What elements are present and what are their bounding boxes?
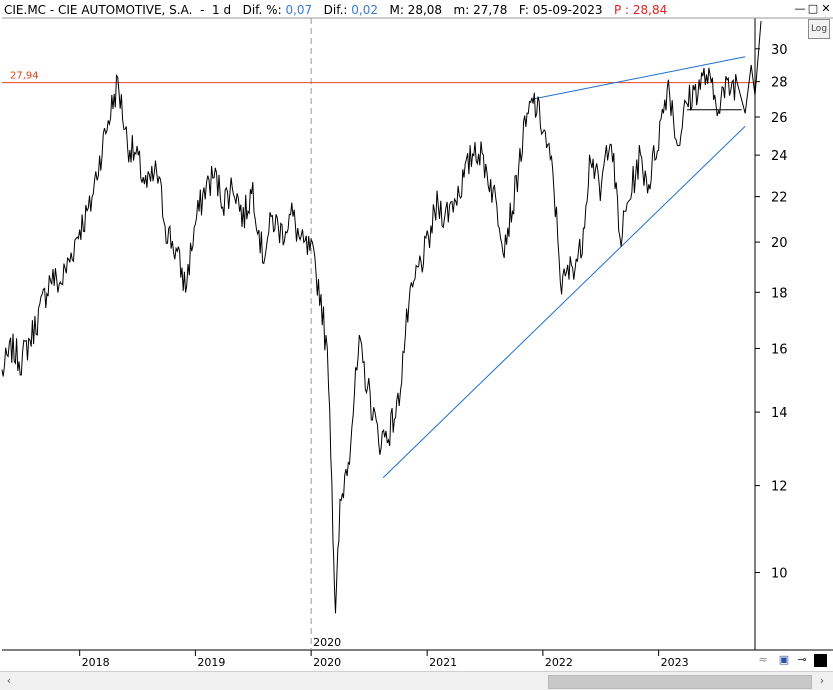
y-tick-label: 22 (771, 191, 788, 206)
chart-header: CIE.MC - CIE AUTOMOTIVE, S.A. - 1 d Dif.… (4, 3, 668, 17)
support-trendline (382, 125, 746, 479)
y-tick-label: 18 (771, 286, 788, 301)
scroll-thumb[interactable] (548, 675, 812, 689)
date-label: F: 05-09-2023 (518, 3, 603, 17)
year-separator-label: 2020 (313, 636, 341, 649)
x-tick-label: 2022 (545, 656, 573, 669)
y-tick-label: 14 (771, 406, 788, 421)
max-label: M: 28,08 (389, 3, 443, 17)
log-scale-button[interactable]: Log (808, 19, 830, 39)
scroll-right-icon[interactable]: › (819, 674, 825, 687)
price-label: P : 28,84 (613, 3, 668, 17)
y-tick-label: 16 (771, 342, 788, 357)
save-icon[interactable]: ▣ (778, 653, 790, 666)
x-tick-label: 2019 (197, 656, 225, 669)
restore-button[interactable]: □ (807, 2, 819, 15)
y-tick-label: 28 (771, 76, 788, 91)
ticker-title: CIE.MC - CIE AUTOMOTIVE, S.A. (4, 3, 193, 17)
x-tick-label: 2020 (313, 656, 341, 669)
y-tick-label: 24 (771, 149, 788, 164)
y-tick-label: 12 (771, 480, 788, 495)
upper-channel-line (532, 56, 746, 100)
x-tick-label: 2021 (429, 656, 457, 669)
y-tick-label: 26 (771, 111, 788, 126)
scroll-left-icon[interactable]: ‹ (6, 674, 12, 687)
dif-pct-value: 0,07 (285, 3, 313, 17)
horizontal-scrollbar[interactable]: ‹ › (0, 671, 833, 690)
resistance-label: 27,94 (10, 71, 39, 82)
color-icon[interactable] (814, 654, 827, 667)
interval-label: 1 d (212, 3, 232, 17)
dif-pct-label: Dif. %: (242, 3, 282, 17)
y-tick-label: 20 (771, 236, 788, 251)
dif-value: 0,02 (351, 3, 378, 17)
minimize-button[interactable]: — (794, 2, 806, 15)
close-button[interactable]: ✕ (821, 2, 831, 15)
x-tick-label: 2018 (82, 656, 110, 669)
dif-label: Dif.: (323, 3, 348, 17)
chart-type-icon[interactable]: ≈ (758, 653, 768, 666)
x-tick-label: 2023 (661, 656, 689, 669)
price-series-line (1, 67, 738, 614)
min-label: m: 27,78 (453, 3, 508, 17)
pin-icon[interactable]: ⊸ (797, 653, 807, 666)
y-tick-label: 30 (771, 43, 788, 58)
projection-zigzag (736, 20, 762, 114)
y-tick-label: 10 (771, 567, 788, 582)
